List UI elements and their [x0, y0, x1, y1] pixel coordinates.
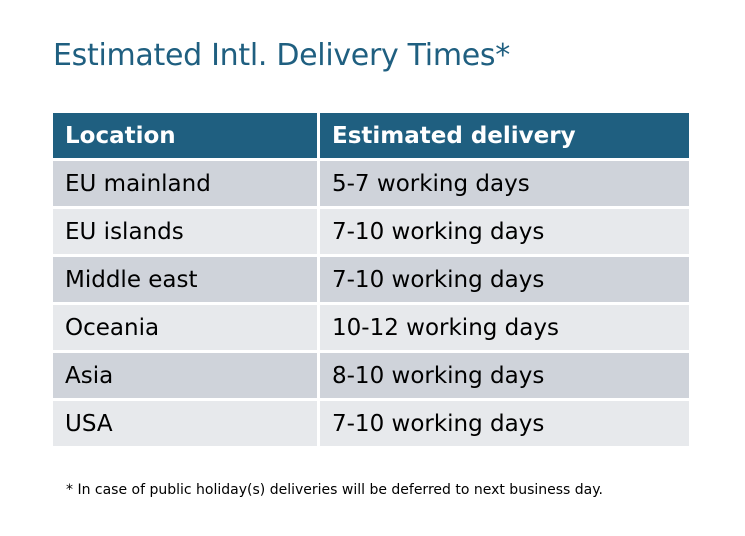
location-cell: USA — [53, 401, 317, 446]
table-row: USA 7-10 working days — [53, 401, 689, 446]
table-row: Middle east 7-10 working days — [53, 257, 689, 302]
delivery-cell: 5-7 working days — [320, 161, 689, 206]
delivery-cell: 7-10 working days — [320, 257, 689, 302]
delivery-cell: 7-10 working days — [320, 209, 689, 254]
column-header-location: Location — [53, 113, 317, 158]
page-title: Estimated Intl. Delivery Times* — [53, 38, 510, 73]
location-cell: EU mainland — [53, 161, 317, 206]
table-row: EU mainland 5-7 working days — [53, 161, 689, 206]
footnote: * In case of public holiday(s) deliverie… — [66, 482, 603, 498]
delivery-cell: 7-10 working days — [320, 401, 689, 446]
column-header-estimated-delivery: Estimated delivery — [320, 113, 689, 158]
table-header-row: Location Estimated delivery — [53, 113, 689, 158]
location-cell: Oceania — [53, 305, 317, 350]
delivery-cell: 8-10 working days — [320, 353, 689, 398]
table-row: Asia 8-10 working days — [53, 353, 689, 398]
table-row: EU islands 7-10 working days — [53, 209, 689, 254]
location-cell: Asia — [53, 353, 317, 398]
delivery-times-table: Location Estimated delivery EU mainland … — [50, 110, 692, 449]
table-row: Oceania 10-12 working days — [53, 305, 689, 350]
location-cell: Middle east — [53, 257, 317, 302]
location-cell: EU islands — [53, 209, 317, 254]
delivery-cell: 10-12 working days — [320, 305, 689, 350]
